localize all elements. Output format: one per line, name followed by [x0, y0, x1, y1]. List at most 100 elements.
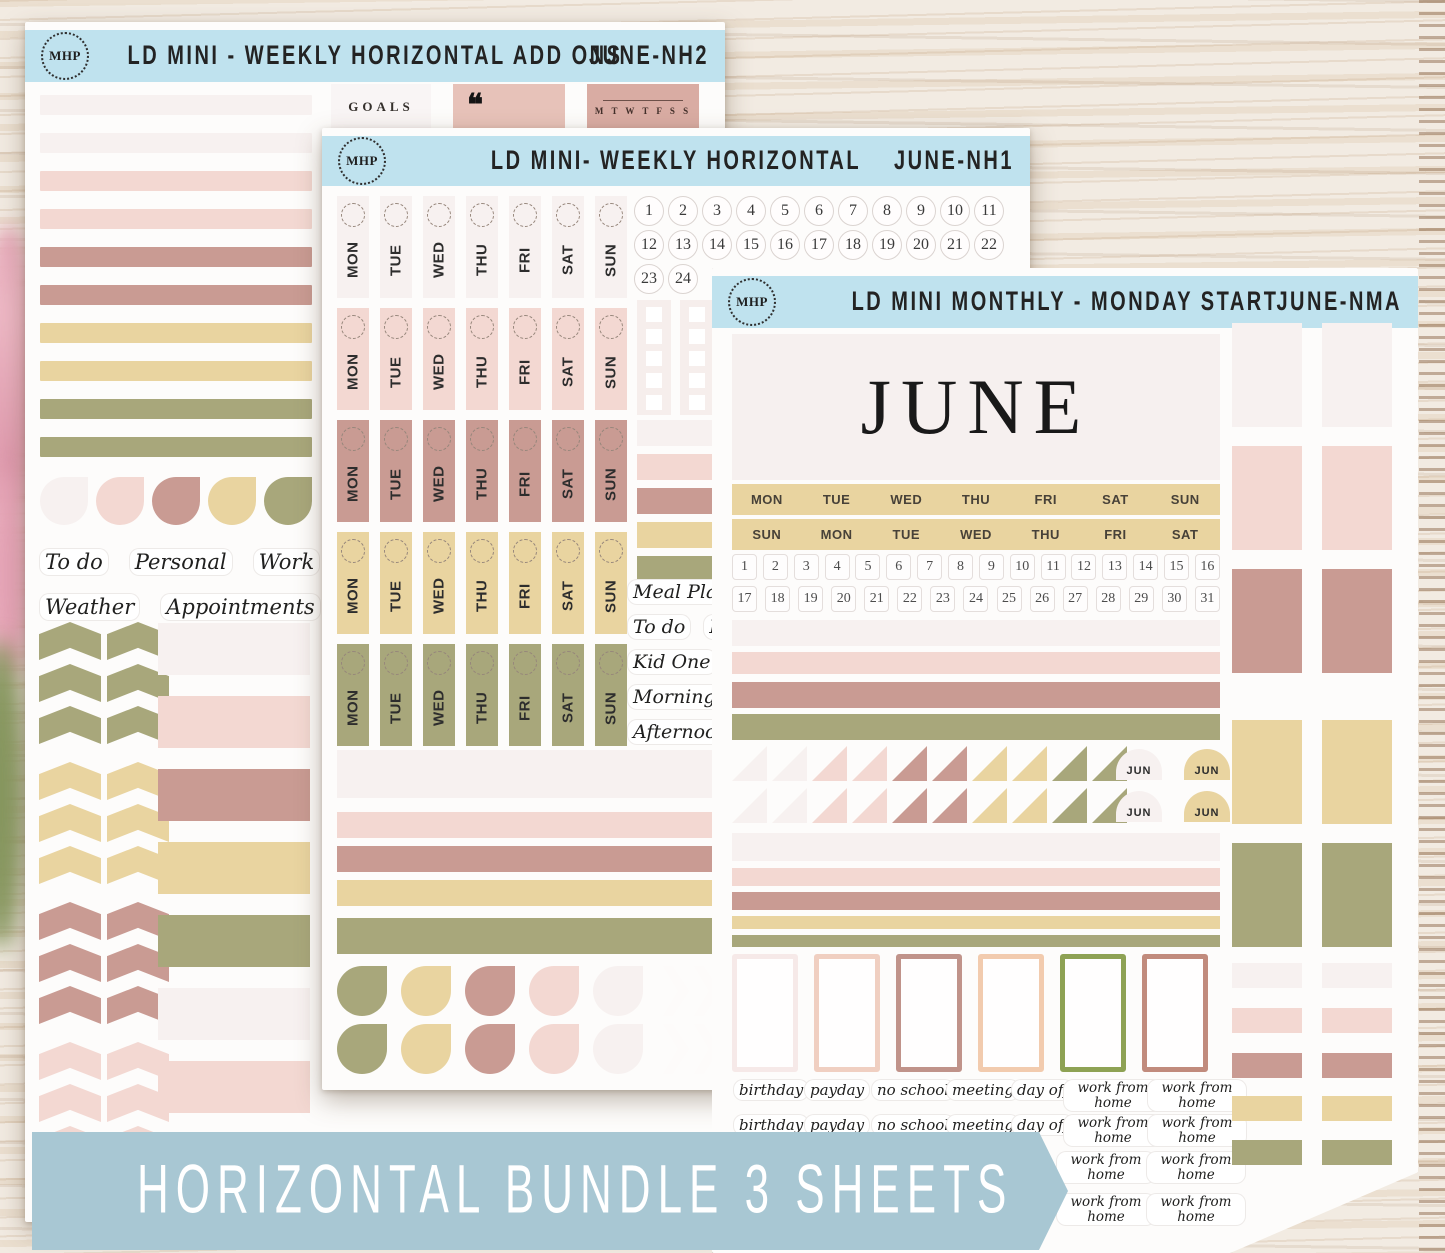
color-strip	[40, 323, 312, 343]
day-tab: TUE	[380, 196, 412, 298]
color-strip	[1232, 963, 1302, 988]
color-strip	[732, 833, 1220, 861]
triangle-sticker	[932, 788, 967, 823]
triangle-sticker	[972, 746, 1007, 781]
triangle-row1: JUN JUN	[732, 746, 1230, 782]
date-square: 10	[1009, 554, 1035, 580]
dashed-circle-icon	[599, 539, 623, 563]
event-label: work from home	[1064, 1080, 1162, 1112]
day-cell: THU	[1031, 527, 1060, 542]
sheet2-code: JUNE-NH1	[893, 145, 1014, 176]
month-header-sticker: JUNE	[732, 334, 1220, 480]
chevron-up-icon	[39, 1084, 101, 1122]
day-tab-row: MON TUE WED THU FRI SAT SUN	[337, 420, 627, 522]
dashed-circle-icon	[556, 427, 580, 451]
week-letters: M T W T F S S	[594, 106, 692, 116]
mhp-logo: MHP	[728, 278, 776, 326]
day-cell: SAT	[1171, 527, 1199, 542]
color-strip	[1322, 1008, 1392, 1033]
date-square: 15	[1164, 554, 1190, 580]
date-square: 2	[762, 554, 788, 580]
date-square: 30	[1161, 586, 1187, 612]
dashed-circle-icon	[599, 427, 623, 451]
event-label: meeting	[947, 1080, 1020, 1100]
color-strip	[40, 209, 312, 229]
chevron-up-icon	[39, 622, 101, 660]
triangle-sticker	[852, 746, 887, 781]
day-tab: SUN	[595, 196, 627, 298]
day-tab: TUE	[380, 308, 412, 410]
triangle-sticker	[772, 788, 807, 823]
color-strip	[732, 868, 1220, 886]
divider-line	[602, 100, 684, 101]
sheet1-strips	[40, 95, 312, 475]
date-dot: 12	[634, 230, 664, 260]
day-tab-label: SUN	[602, 467, 620, 501]
dashed-circle-icon	[470, 203, 494, 227]
date-square: 3	[793, 554, 819, 580]
teardrop-sticker	[264, 477, 312, 525]
dashed-circle-icon	[341, 203, 365, 227]
dashed-circle-icon	[341, 651, 365, 675]
day-tab-label: WED	[430, 689, 448, 727]
color-block	[1322, 323, 1392, 427]
sheet2-title: LD MINI- WEEKLY HORIZONTAL	[490, 145, 862, 176]
event-label: work from home	[1148, 1080, 1246, 1112]
date-squares-row2: 17 18 19 20 21 22 23 24 25 26 27 28 29 30 31	[732, 586, 1220, 612]
date-dot: 1	[634, 196, 664, 226]
label-row: Kid One	[628, 650, 747, 674]
event-label: work from home	[1147, 1194, 1245, 1226]
date-dot: 21	[940, 230, 970, 260]
chevron-up-icon	[39, 706, 101, 744]
day-tab: MON	[337, 196, 369, 298]
date-square: 1	[732, 554, 757, 580]
teardrop-sticker	[96, 477, 144, 525]
quote-box-sticker: ❝	[453, 84, 565, 134]
date-dot: 18	[838, 230, 868, 260]
date-square: 29	[1128, 586, 1154, 612]
sheet1-chevrons-col1	[37, 620, 103, 1222]
banner: HORIZONTAL BUNDLE 3 SHEETS	[32, 1132, 1068, 1250]
event-label: work from home	[1148, 1115, 1246, 1147]
teardrop-sticker	[337, 1024, 387, 1074]
chevron-up-icon	[39, 902, 101, 940]
date-dot: 20	[906, 230, 936, 260]
sheet3-code: JUNE-NMA	[1276, 286, 1402, 317]
day-tab: SAT	[552, 420, 584, 522]
sheet2-right-chevrons-row2	[663, 1024, 720, 1074]
color-strip	[40, 437, 312, 457]
date-dot: 8	[872, 196, 902, 226]
color-strip	[1232, 1140, 1302, 1165]
triangle-sticker	[1052, 746, 1087, 781]
sheet2-right-chevrons-row1	[663, 966, 720, 1016]
day-cell: WED	[890, 492, 923, 507]
event-box-sticker	[978, 954, 1044, 1072]
teardrop-sticker	[529, 1024, 579, 1074]
date-square: 24	[963, 586, 989, 612]
day-tab-label: WED	[430, 353, 448, 391]
category-label: Morning	[628, 685, 721, 709]
event-box-sticker	[1142, 954, 1208, 1072]
day-tab-label: MON	[344, 465, 362, 503]
checkbox-square	[646, 351, 662, 366]
color-strip	[337, 880, 713, 906]
teardrop-sticker	[465, 1024, 515, 1074]
color-strip	[732, 892, 1220, 910]
triangle-sticker	[852, 788, 887, 823]
color-strip	[1232, 1096, 1302, 1121]
date-square: 11	[1040, 554, 1066, 580]
date-dot: 6	[804, 196, 834, 226]
day-tab-label: SAT	[559, 244, 577, 276]
color-strip	[40, 247, 312, 267]
color-block	[158, 988, 310, 1040]
dashed-circle-icon	[470, 651, 494, 675]
day-cell: THU	[961, 492, 991, 507]
triangle-sticker	[1012, 746, 1047, 781]
event-box-sticker	[1060, 954, 1126, 1072]
category-label: Work	[253, 549, 320, 575]
dashed-circle-icon	[513, 539, 537, 563]
triangle-sticker	[892, 788, 927, 823]
triangle-sticker	[1012, 788, 1047, 823]
color-strip	[40, 361, 312, 381]
day-tab: WED	[423, 196, 455, 298]
